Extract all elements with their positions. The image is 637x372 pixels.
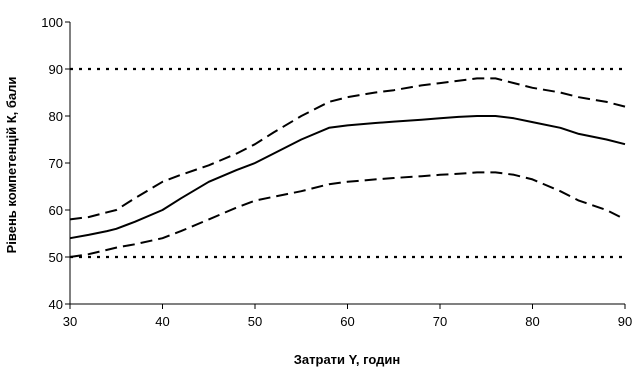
y-tick-label: 100: [41, 15, 63, 30]
series-line-2: [69, 115, 626, 240]
x-tick-label: 50: [248, 314, 262, 329]
y-tick-label: 60: [49, 203, 63, 218]
x-axis-title: Затрати Y, годин: [294, 352, 400, 367]
y-tick-label: 70: [49, 156, 63, 171]
axes: [65, 21, 626, 309]
series-lines: [69, 77, 626, 258]
x-tick-label: 70: [433, 314, 447, 329]
y-tick-label: 90: [49, 62, 63, 77]
y-tick-label: 80: [49, 109, 63, 124]
reference-lines: [70, 67, 625, 259]
series-line-1: [69, 77, 626, 221]
x-tick-label: 80: [525, 314, 539, 329]
y-axis-title: Рівень компетенцій К, бали: [4, 77, 19, 254]
x-tick-label: 60: [340, 314, 354, 329]
x-tick-label: 90: [618, 314, 632, 329]
y-tick-label: 50: [49, 250, 63, 265]
y-tick-label: 40: [49, 297, 63, 312]
x-tick-label: 40: [155, 314, 169, 329]
series-line-3: [69, 171, 626, 258]
x-tick-label: 30: [63, 314, 77, 329]
